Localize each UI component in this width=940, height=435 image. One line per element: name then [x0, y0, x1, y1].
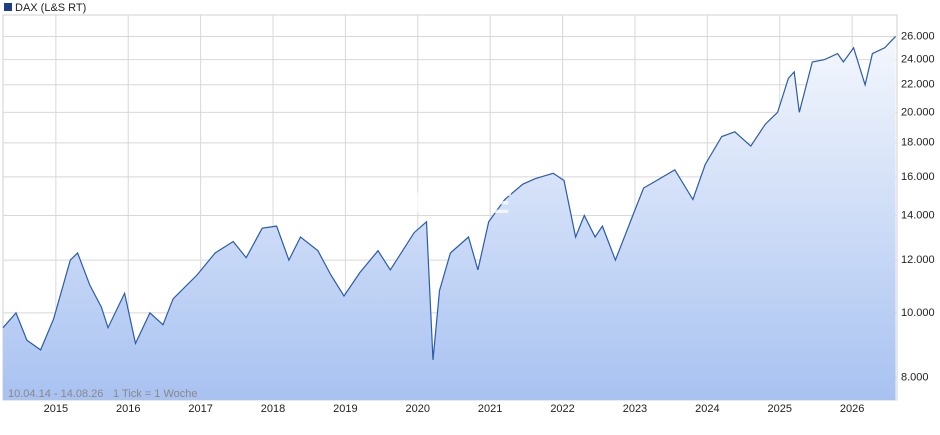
- x-tick-label: 2024: [695, 403, 719, 415]
- x-tick-label: 2026: [840, 403, 864, 415]
- y-tick-label: 8.000: [901, 371, 929, 383]
- plot: [2, 35, 897, 401]
- date-range: 10.04.14 - 14.08.26: [8, 388, 103, 400]
- x-tick-label: 2025: [767, 403, 791, 415]
- y-tick-label: 18.000: [901, 137, 935, 149]
- y-tick-label: 16.000: [901, 171, 935, 183]
- area: [3, 36, 896, 401]
- y-tick-label: 12.000: [901, 254, 935, 266]
- legend-swatch: [4, 3, 12, 11]
- y-tick-label: 20.000: [901, 106, 935, 118]
- legend-label: DAX (L&S RT): [15, 2, 86, 14]
- x-tick-label: 2020: [406, 403, 430, 415]
- x-tick-label: 2019: [333, 403, 357, 415]
- y-tick-label: 14.000: [901, 209, 935, 221]
- x-tick-label: 2021: [478, 403, 502, 415]
- y-tick-label: 26.000: [901, 30, 935, 42]
- y-tick-label: 24.000: [901, 54, 935, 66]
- x-tick-label: 2023: [623, 403, 647, 415]
- watermark: ARIVA.DE: [368, 187, 511, 220]
- tick-note: 1 Tick = 1 Woche: [113, 388, 197, 400]
- line: [2, 35, 897, 360]
- x-tick-label: 2015: [44, 403, 68, 415]
- x-tick-label: 2022: [550, 403, 574, 415]
- x-tick-label: 2017: [188, 403, 212, 415]
- x-tick-label: 2018: [261, 403, 285, 415]
- y-tick-label: 22.000: [901, 79, 935, 91]
- y-tick-label: 10.000: [901, 307, 935, 319]
- x-tick-label: 2016: [116, 403, 140, 415]
